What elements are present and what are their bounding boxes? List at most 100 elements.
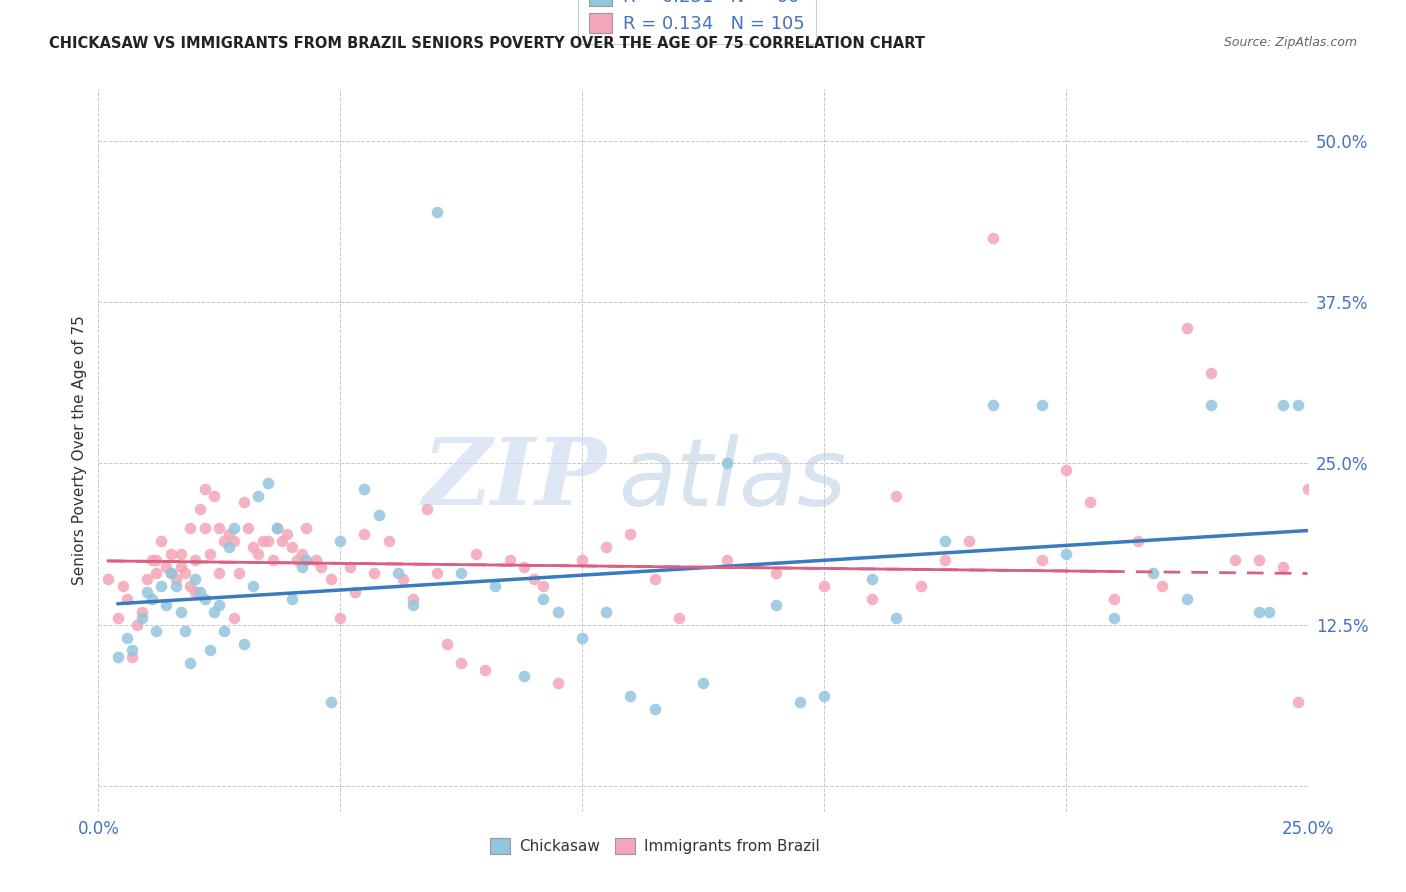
Point	[402, 599, 425, 613]
Point	[198, 643, 221, 657]
Point	[981, 398, 1004, 412]
Point	[368, 508, 391, 522]
Point	[523, 573, 546, 587]
Point	[271, 533, 294, 548]
Point	[1223, 553, 1246, 567]
Point	[169, 559, 191, 574]
Point	[547, 605, 569, 619]
Point	[242, 579, 264, 593]
Point	[436, 637, 458, 651]
Point	[692, 675, 714, 690]
Point	[117, 591, 139, 606]
Point	[208, 521, 231, 535]
Point	[1054, 463, 1077, 477]
Point	[1031, 553, 1053, 567]
Point	[1249, 605, 1271, 619]
Point	[765, 566, 787, 580]
Point	[387, 566, 409, 580]
Point	[145, 624, 167, 639]
Point	[107, 649, 129, 664]
Point	[208, 599, 231, 613]
Point	[165, 573, 187, 587]
Point	[169, 605, 191, 619]
Point	[174, 566, 197, 580]
Point	[450, 566, 472, 580]
Point	[353, 527, 375, 541]
Point	[934, 553, 956, 567]
Point	[595, 605, 617, 619]
Point	[228, 566, 250, 580]
Point	[426, 204, 449, 219]
Point	[238, 521, 260, 535]
Point	[1199, 366, 1222, 380]
Point	[329, 611, 352, 625]
Point	[1344, 675, 1367, 690]
Point	[339, 559, 361, 574]
Point	[1272, 559, 1295, 574]
Point	[266, 521, 288, 535]
Point	[547, 675, 569, 690]
Point	[1249, 553, 1271, 567]
Point	[117, 631, 139, 645]
Point	[392, 573, 415, 587]
Point	[1102, 591, 1125, 606]
Point	[247, 489, 270, 503]
Point	[135, 585, 157, 599]
Point	[789, 695, 811, 709]
Point	[212, 533, 235, 548]
Point	[232, 637, 254, 651]
Point	[179, 521, 201, 535]
Point	[1102, 611, 1125, 625]
Point	[402, 591, 425, 606]
Point	[1393, 727, 1406, 741]
Point	[204, 605, 226, 619]
Point	[619, 527, 641, 541]
Legend: Chickasaw, Immigrants from Brazil: Chickasaw, Immigrants from Brazil	[482, 830, 827, 862]
Point	[160, 566, 183, 580]
Point	[464, 547, 486, 561]
Point	[426, 566, 449, 580]
Point	[198, 547, 221, 561]
Point	[619, 689, 641, 703]
Point	[595, 540, 617, 554]
Point	[513, 669, 536, 683]
Point	[1152, 579, 1174, 593]
Point	[247, 547, 270, 561]
Point	[1142, 566, 1164, 580]
Point	[135, 573, 157, 587]
Point	[179, 579, 201, 593]
Point	[281, 540, 304, 554]
Point	[886, 611, 908, 625]
Point	[111, 579, 134, 593]
Point	[212, 624, 235, 639]
Point	[1175, 321, 1198, 335]
Point	[179, 657, 201, 671]
Point	[531, 591, 554, 606]
Point	[165, 579, 187, 593]
Point	[232, 495, 254, 509]
Point	[194, 482, 217, 496]
Point	[860, 591, 883, 606]
Point	[1128, 533, 1150, 548]
Point	[571, 553, 593, 567]
Point	[174, 624, 197, 639]
Point	[127, 617, 149, 632]
Point	[305, 553, 328, 567]
Point	[1054, 547, 1077, 561]
Point	[188, 585, 211, 599]
Point	[194, 521, 217, 535]
Point	[160, 547, 183, 561]
Point	[813, 689, 835, 703]
Point	[184, 573, 207, 587]
Point	[450, 657, 472, 671]
Point	[644, 573, 666, 587]
Point	[256, 533, 278, 548]
Point	[363, 566, 385, 580]
Point	[716, 553, 738, 567]
Point	[204, 489, 226, 503]
Point	[97, 573, 120, 587]
Point	[290, 547, 312, 561]
Point	[107, 611, 129, 625]
Point	[765, 599, 787, 613]
Point	[668, 611, 690, 625]
